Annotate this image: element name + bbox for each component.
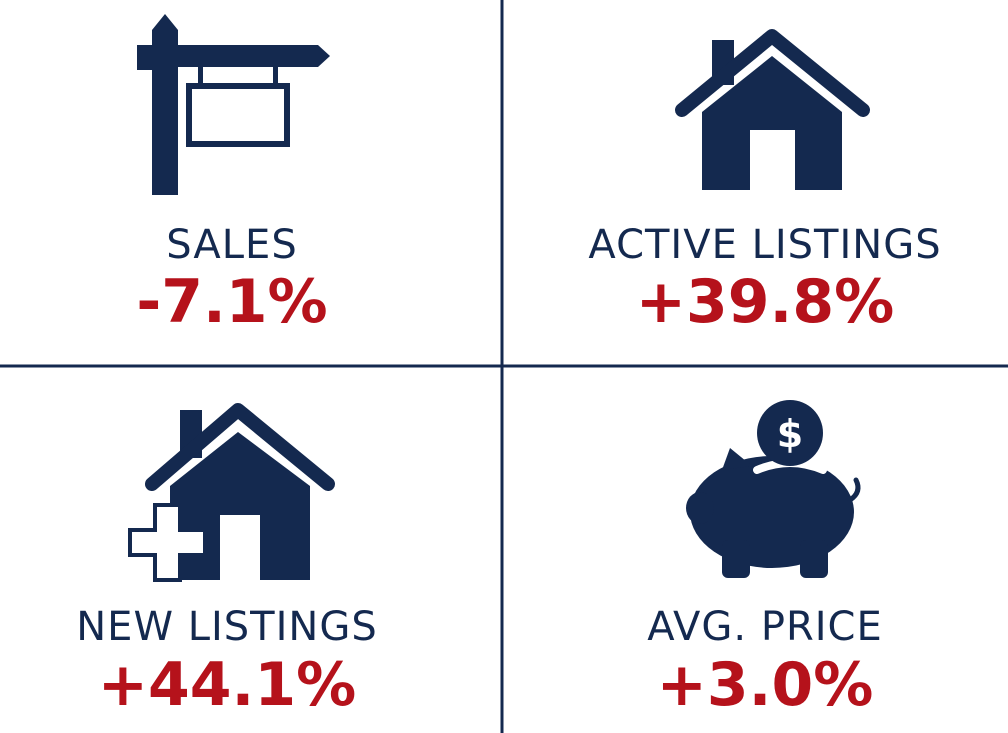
metric-value: +39.8% <box>636 267 894 337</box>
metric-label: AVG. PRICE <box>647 604 883 650</box>
new-house-icon <box>128 403 335 582</box>
metric-label: SALES <box>166 222 297 268</box>
piggy-bank-icon: $ <box>686 400 861 578</box>
metric-label: NEW LISTINGS <box>76 604 377 650</box>
metric-label: ACTIVE LISTINGS <box>588 222 941 268</box>
house-icon <box>675 29 870 190</box>
sale-sign-icon <box>137 14 330 195</box>
svg-text:$: $ <box>777 412 803 456</box>
metric-value: +3.0% <box>657 650 874 720</box>
metric-value: +44.1% <box>98 650 356 720</box>
metric-value: -7.1% <box>136 267 327 337</box>
